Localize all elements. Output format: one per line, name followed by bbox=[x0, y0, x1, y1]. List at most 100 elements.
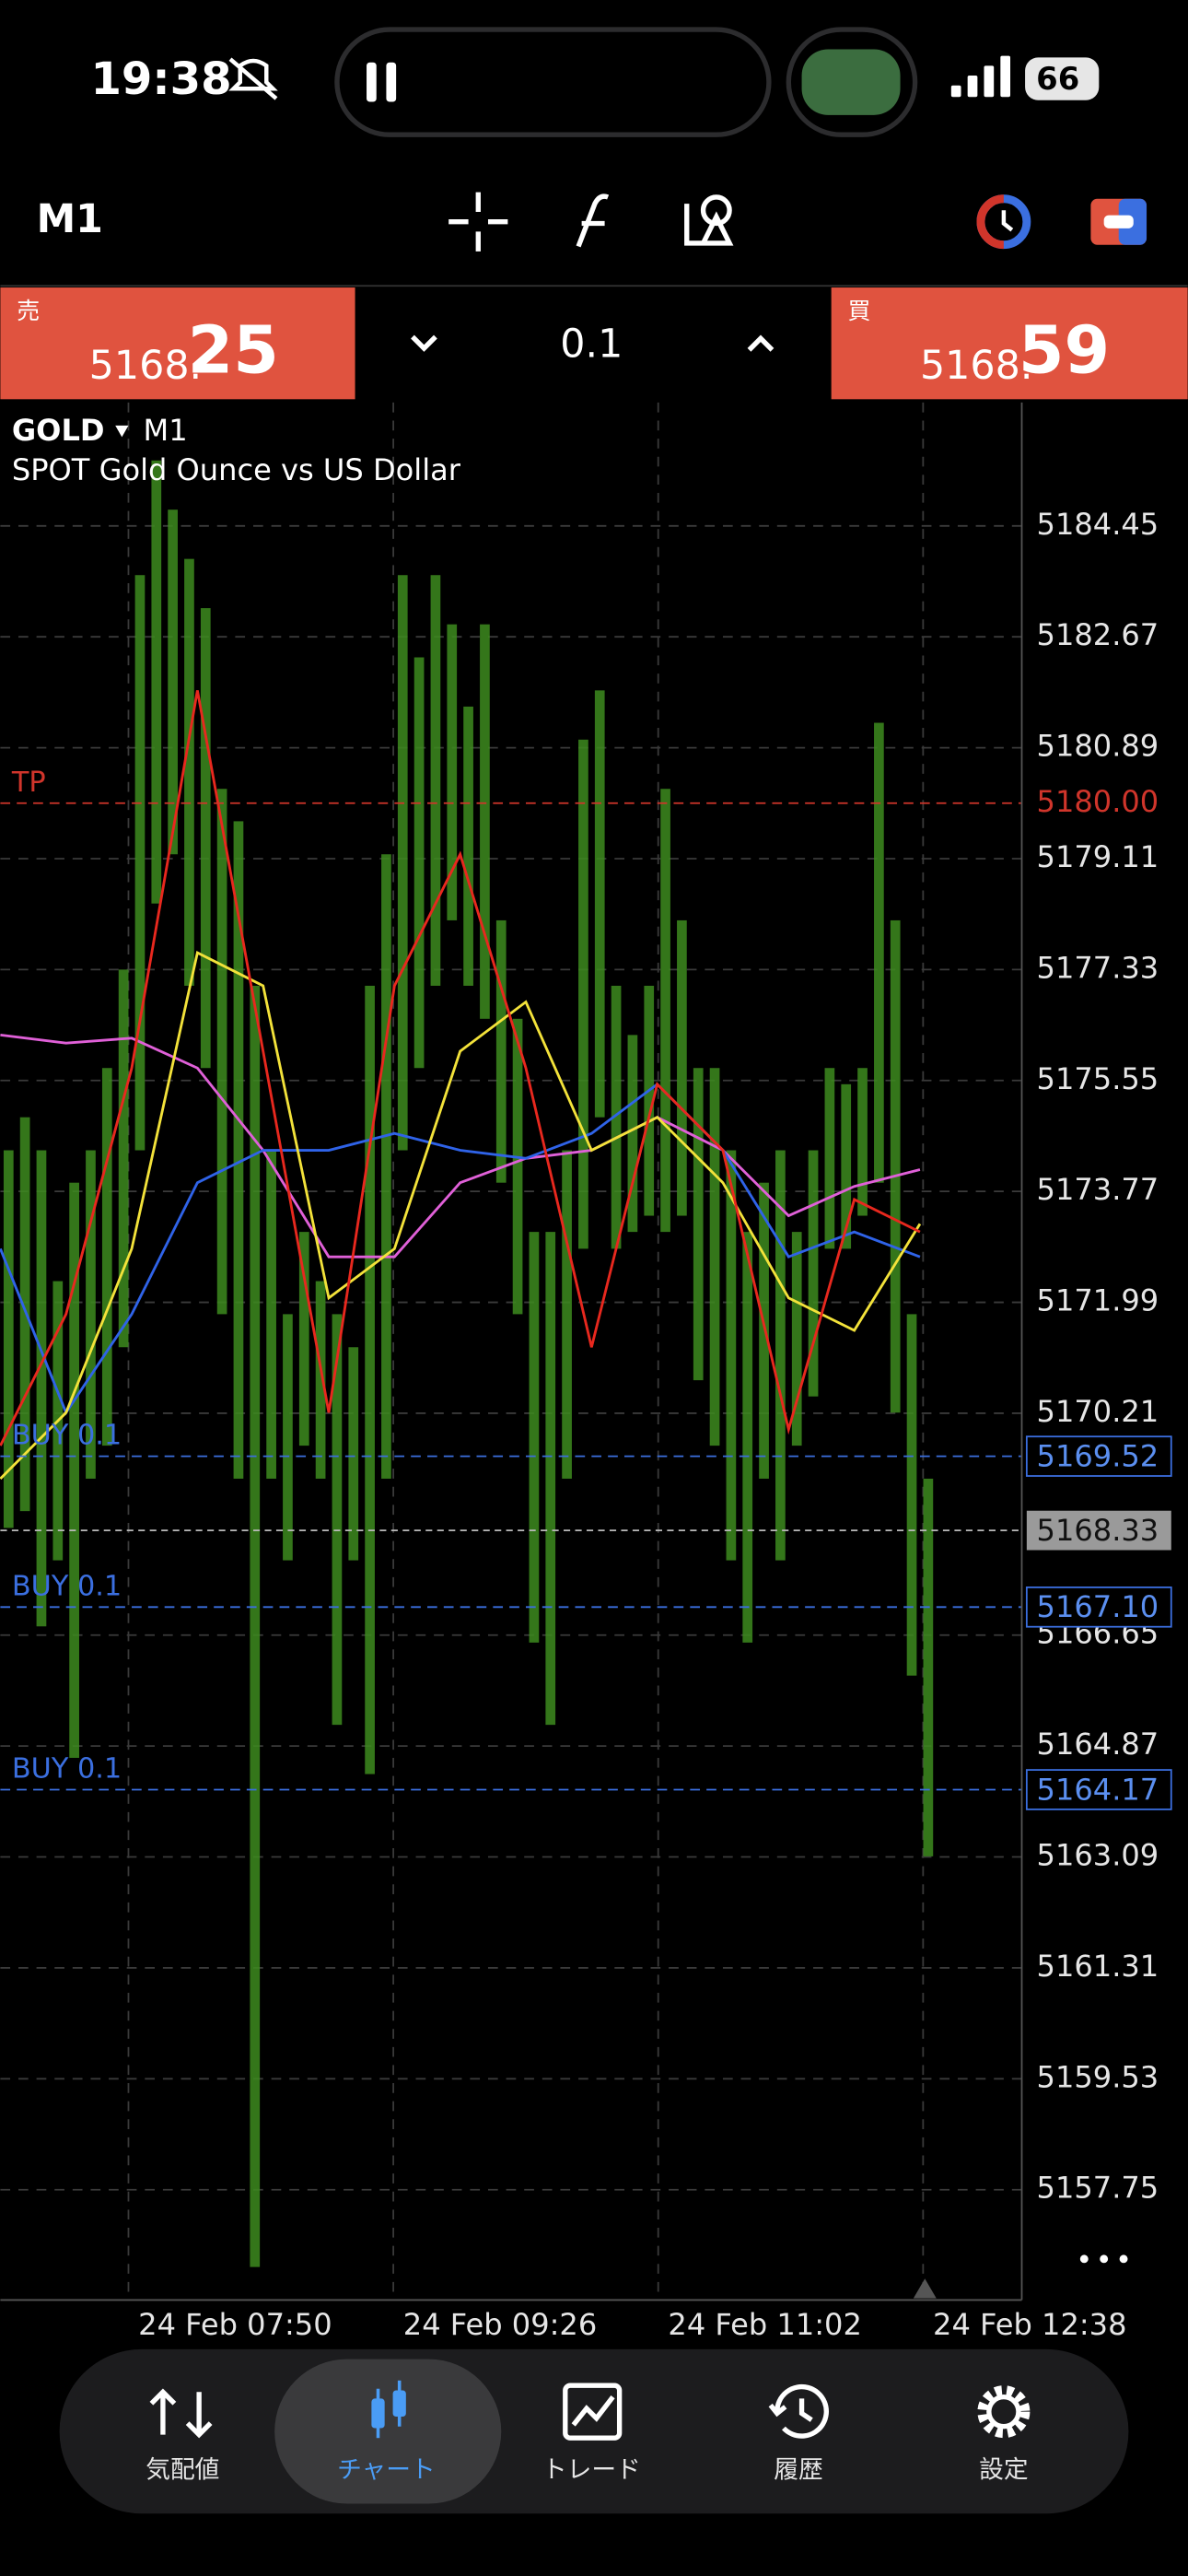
moving-average bbox=[0, 951, 922, 1480]
price-bar bbox=[430, 575, 441, 986]
order-label[interactable]: BUY 0.1 bbox=[12, 1753, 122, 1786]
price-bar bbox=[545, 1232, 556, 1726]
price-bar bbox=[266, 1150, 276, 1479]
buy-price-big: 59 bbox=[1019, 312, 1110, 389]
price-bar bbox=[890, 919, 901, 1413]
price-bar bbox=[365, 985, 375, 1774]
y-tick-label: 5184.45 bbox=[1037, 507, 1159, 542]
price-bar bbox=[759, 1182, 769, 1479]
moving-average bbox=[0, 1033, 921, 1259]
price-bar bbox=[874, 722, 884, 1183]
y-tick-label: 5177.33 bbox=[1037, 950, 1159, 985]
volume-down[interactable] bbox=[411, 334, 437, 352]
history-icon[interactable] bbox=[768, 2383, 829, 2439]
more-button[interactable] bbox=[1079, 2254, 1128, 2264]
scroll-marker bbox=[913, 2278, 937, 2299]
price-bar bbox=[627, 1035, 638, 1233]
price-bar bbox=[824, 1068, 835, 1249]
tab-label[interactable]: トレード bbox=[542, 2455, 641, 2484]
trade-icon[interactable] bbox=[1090, 198, 1147, 245]
price-bar bbox=[923, 1478, 934, 1856]
current-price: 5168.33 bbox=[1037, 1513, 1159, 1548]
dynamic-island bbox=[334, 27, 772, 137]
price-bar bbox=[857, 1068, 868, 1216]
price-bar bbox=[644, 985, 655, 1216]
indicator-icon[interactable] bbox=[576, 193, 610, 248]
price-bar bbox=[677, 919, 687, 1216]
y-tick-label: 5170.21 bbox=[1037, 1394, 1159, 1429]
settings-icon[interactable] bbox=[977, 2385, 1031, 2439]
symbol[interactable]: GOLD bbox=[12, 413, 105, 448]
one-click-icon[interactable] bbox=[976, 194, 1031, 250]
sell-button[interactable] bbox=[0, 287, 355, 400]
sell-label: 売 bbox=[17, 298, 40, 324]
mute-icon bbox=[228, 57, 278, 100]
price-bar bbox=[611, 985, 622, 1249]
current-price-box bbox=[1026, 1510, 1171, 1551]
volume-up[interactable] bbox=[747, 334, 775, 352]
order-price: 5167.10 bbox=[1037, 1589, 1159, 1624]
y-tick-label: 5171.99 bbox=[1037, 1283, 1159, 1318]
symbol-description: SPOT Gold Ounce vs US Dollar bbox=[12, 452, 461, 487]
tab-bar bbox=[59, 2348, 1129, 2514]
order-price-box bbox=[1025, 1769, 1172, 1810]
y-tick-label: 5180.89 bbox=[1037, 729, 1159, 764]
price-bar bbox=[709, 1068, 720, 1446]
price-bar bbox=[808, 1150, 819, 1397]
tab-label[interactable]: チャート bbox=[337, 2455, 436, 2484]
x-tick-label: 24 Feb 09:26 bbox=[403, 2307, 597, 2342]
x-tick-label: 24 Feb 12:38 bbox=[933, 2307, 1126, 2342]
price-bar bbox=[168, 509, 178, 855]
volume[interactable]: 0.1 bbox=[560, 322, 623, 368]
objects-icon[interactable] bbox=[684, 194, 734, 246]
price-bar bbox=[660, 789, 670, 1233]
price-bar bbox=[529, 1232, 540, 1643]
trade-tab-icon[interactable] bbox=[563, 2383, 623, 2441]
moving-average bbox=[0, 690, 921, 1446]
price-bar bbox=[298, 1232, 309, 1446]
tab-label[interactable]: 履歴 bbox=[774, 2455, 822, 2484]
price-bar bbox=[200, 608, 211, 1069]
timeframe-button[interactable]: M1 bbox=[37, 196, 103, 242]
quotes-icon[interactable] bbox=[149, 2388, 213, 2439]
price-bar bbox=[118, 969, 129, 1348]
tp-label: TP bbox=[11, 767, 46, 799]
chart-timeframe: M1 bbox=[144, 413, 188, 448]
price-bar bbox=[841, 1083, 852, 1249]
price-bar bbox=[742, 1232, 753, 1643]
price-bar bbox=[233, 821, 244, 1479]
price-bar bbox=[693, 1068, 704, 1381]
price-bar bbox=[250, 985, 261, 2267]
signal-icon bbox=[950, 55, 1011, 98]
clock: 19:38 bbox=[90, 53, 231, 105]
price-bar bbox=[381, 854, 391, 1479]
battery-level: 66 bbox=[1036, 61, 1079, 97]
price-bar bbox=[151, 460, 162, 904]
y-tick-label: 5159.53 bbox=[1037, 2059, 1159, 2094]
order-label[interactable]: BUY 0.1 bbox=[12, 1420, 122, 1452]
tab-label[interactable]: 気配値 bbox=[146, 2455, 219, 2484]
price-bar bbox=[726, 1150, 737, 1561]
order-price: 5164.17 bbox=[1037, 1772, 1159, 1807]
chart-icon[interactable] bbox=[371, 2380, 406, 2439]
y-tick-label: 5179.11 bbox=[1037, 839, 1159, 874]
buy-button[interactable] bbox=[831, 287, 1188, 400]
price-bar bbox=[283, 1314, 293, 1561]
y-tick-label: 5182.67 bbox=[1037, 617, 1159, 652]
x-tick-label: 24 Feb 11:02 bbox=[668, 2307, 861, 2342]
x-tick-label: 24 Feb 07:50 bbox=[138, 2307, 332, 2342]
price-bar bbox=[36, 1150, 47, 1627]
price-bar bbox=[348, 1347, 359, 1561]
crosshair-icon[interactable] bbox=[448, 192, 508, 252]
order-label[interactable]: BUY 0.1 bbox=[12, 1570, 122, 1602]
battery bbox=[1025, 57, 1100, 100]
price-bar bbox=[775, 1150, 786, 1561]
price-bar bbox=[86, 1150, 96, 1479]
order-price-box bbox=[1025, 1435, 1172, 1477]
price-bar bbox=[495, 919, 507, 1183]
price-bar bbox=[69, 1182, 79, 1758]
symbol-dropdown[interactable] bbox=[115, 425, 129, 438]
tab-label[interactable]: 設定 bbox=[979, 2455, 1028, 2484]
price-bar bbox=[480, 624, 490, 1019]
